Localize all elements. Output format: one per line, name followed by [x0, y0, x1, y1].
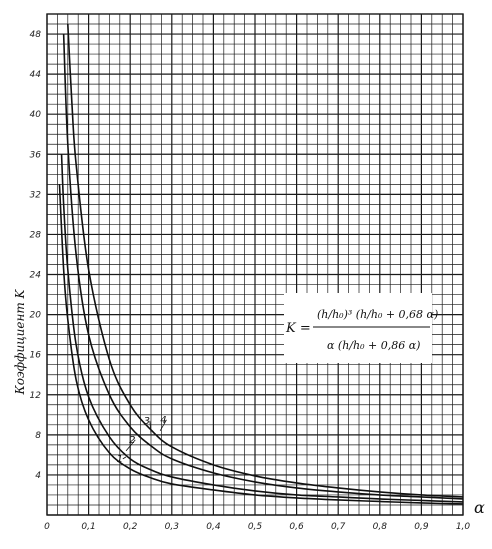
x-tick-label: 0,8 [373, 522, 388, 532]
x-tick-label: 0,6 [289, 522, 304, 532]
curve-label-leader [125, 439, 136, 452]
plot-frame [46, 13, 464, 516]
curve-label-3: 3 [144, 416, 150, 427]
x-tick-label: 0,1 [81, 522, 95, 532]
y-tick-label: 28 [30, 230, 42, 240]
curve-label-leader [122, 456, 127, 460]
y-tick-label: 4 [35, 471, 41, 481]
curve-labels: 123 4 [117, 415, 167, 465]
x-tick-label: 0,3 [165, 522, 180, 532]
curve-label-4: 4 [160, 415, 166, 426]
series-lines [58, 23, 464, 505]
x-axis-title: α [474, 498, 485, 517]
x-tick-label: 0,9 [414, 522, 429, 532]
y-tick-label: 44 [30, 70, 42, 80]
y-tick-label: 8 [35, 431, 41, 441]
formula-box: K = (h/h₀)³ (h/h₀ + 0,68 α) α (h/h₀ + 0,… [284, 293, 438, 363]
y-tick-label: 36 [30, 150, 42, 160]
y-tick-label: 24 [30, 271, 42, 281]
y-tick-label: 40 [30, 110, 42, 120]
y-tick-label: 48 [30, 30, 42, 40]
y-tick-label: 12 [30, 391, 42, 401]
y-tick-label: 20 [30, 311, 42, 321]
series-line-4 [67, 23, 464, 498]
series-line-1 [58, 184, 464, 505]
y-tick-label: 16 [30, 351, 42, 361]
y-axis-title: Коэффициент K [13, 288, 27, 395]
y-tick-label: 32 [30, 190, 42, 200]
x-tick-label: 0,5 [248, 522, 263, 532]
x-tick-label: 1,0 [456, 522, 471, 532]
x-tick-label: 0,2 [123, 522, 138, 532]
formula-denominator: α (h/h₀ + 0,86 α) [327, 339, 420, 352]
x-tick-label: 0,7 [331, 522, 346, 532]
series-line-2 [60, 154, 464, 503]
formula-numerator: (h/h₀)³ (h/h₀ + 0,68 α) [317, 308, 438, 321]
curve-label-2: 2 [129, 435, 135, 446]
curve-label-1: 1 [117, 454, 123, 465]
grid [46, 13, 464, 516]
curve-label-leader [149, 420, 152, 434]
curve-label-leader [159, 419, 167, 432]
formula-lhs: K = [285, 321, 311, 336]
x-tick-label: 0,4 [206, 522, 221, 532]
x-tick-labels: 0 0,1 0,2 0,3 0,4 0,5 0,6 0,7 0,8 0,9 1,0 [44, 522, 470, 532]
x-tick-label: 0 [44, 522, 50, 532]
series-line-3 [62, 34, 464, 500]
